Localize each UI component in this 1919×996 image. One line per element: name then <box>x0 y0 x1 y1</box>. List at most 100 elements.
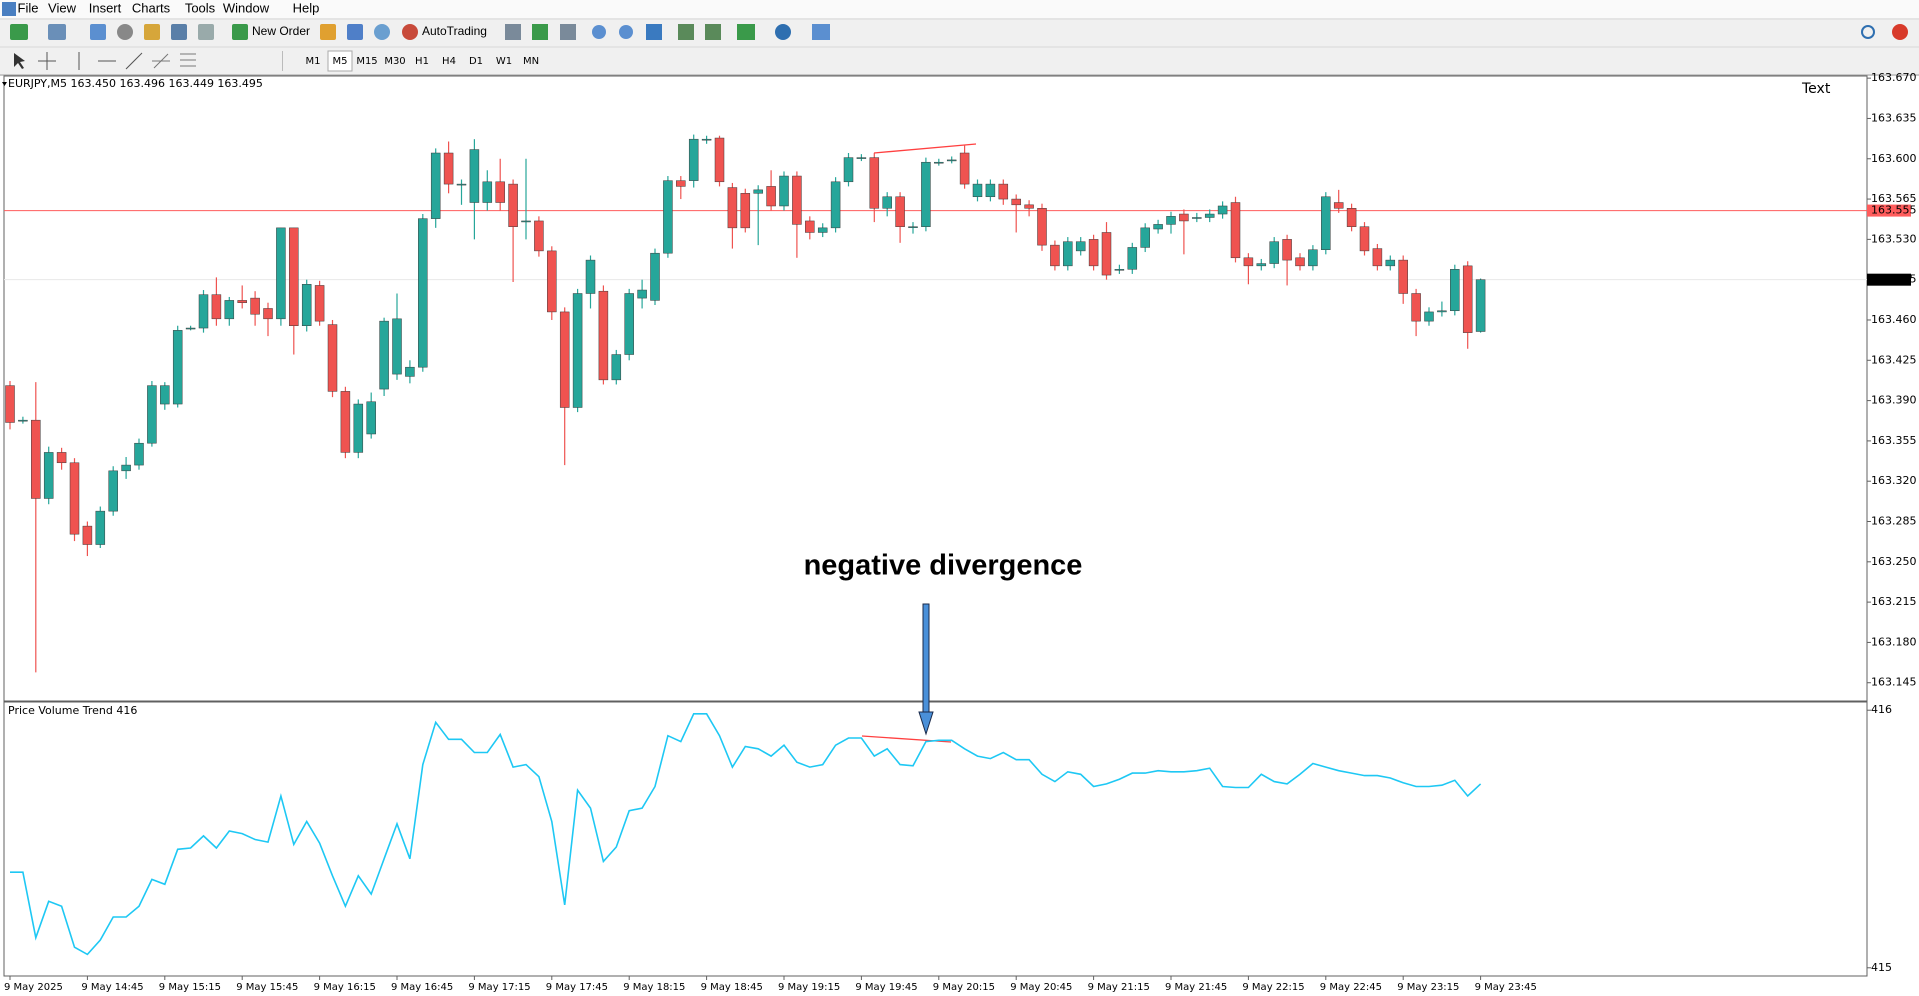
candle-body <box>908 226 918 228</box>
candle-body <box>1256 263 1267 267</box>
menu-item[interactable]: File <box>18 0 39 15</box>
candle-body <box>921 161 931 227</box>
autoscroll-button[interactable] <box>678 24 694 40</box>
candle-body <box>688 138 699 181</box>
candle-body <box>727 187 738 229</box>
menu-item[interactable]: Help <box>293 0 320 15</box>
candle-body <box>1088 239 1099 267</box>
text-object[interactable]: Text <box>1801 81 1831 97</box>
x-tick-label: 9 May 23:45 <box>1475 982 1537 993</box>
candle-body <box>1475 279 1486 332</box>
notifications-button[interactable] <box>1892 24 1908 40</box>
chart-shift-button[interactable] <box>705 24 721 40</box>
menu-item[interactable]: Window <box>223 0 270 15</box>
candle-body <box>1192 217 1202 219</box>
x-tick-label: 9 May 14:45 <box>81 982 143 993</box>
x-tick-label: 9 May 22:45 <box>1320 982 1382 993</box>
periods-button[interactable] <box>775 24 791 40</box>
crosshair-button[interactable] <box>38 52 56 70</box>
candle-body <box>714 137 725 183</box>
candle-body <box>198 294 209 329</box>
candle-body <box>572 293 583 408</box>
market-watch-button[interactable] <box>90 24 106 40</box>
zoom-out-button[interactable] <box>619 25 633 39</box>
channel-button[interactable] <box>180 53 196 67</box>
candle-body <box>56 452 67 464</box>
candle-body <box>1127 247 1138 270</box>
candle-body <box>856 157 867 159</box>
candle-body <box>882 196 892 209</box>
x-tick-label: 9 May 20:45 <box>1010 982 1072 993</box>
y-tick-label: 163.355 <box>1871 434 1917 447</box>
menu-item[interactable]: Tools <box>185 0 216 15</box>
line-chart-button[interactable] <box>560 24 576 40</box>
navigator-button[interactable] <box>144 24 160 40</box>
fibo-button[interactable] <box>152 53 170 69</box>
profiles-button[interactable] <box>48 24 66 40</box>
y-tick-label: 163.460 <box>1871 313 1917 326</box>
autotrading-button[interactable]: AutoTrading <box>422 24 487 38</box>
candle-body <box>676 180 686 187</box>
timeframe-button[interactable]: H4 <box>442 56 456 67</box>
candle-body <box>1424 311 1434 322</box>
x-tick-label: 9 May 15:15 <box>159 982 221 993</box>
candle-body <box>353 403 364 453</box>
new-chart-button[interactable] <box>10 24 28 40</box>
new-order-icon <box>232 24 248 40</box>
candle-body <box>521 220 531 223</box>
signals-button[interactable] <box>347 24 363 40</box>
menu-item[interactable]: Insert <box>89 0 122 15</box>
terminal-button[interactable] <box>171 24 187 40</box>
candle-body <box>1075 241 1086 252</box>
metaeditor-button[interactable] <box>320 24 336 40</box>
current-price-label: 163.495 <box>1871 273 1917 286</box>
candle-body <box>430 152 441 219</box>
new-order-button[interactable]: New Order <box>252 24 310 38</box>
candle-body <box>946 159 957 162</box>
level-label-box <box>1867 204 1911 217</box>
timeframe-button[interactable]: M5 <box>333 56 348 67</box>
cursor-button[interactable] <box>14 53 25 69</box>
candle-body <box>508 183 518 227</box>
pvt-line <box>10 713 1482 956</box>
candle-body <box>289 227 299 326</box>
arrow <box>918 603 934 736</box>
timeframe-button[interactable]: M30 <box>384 56 405 67</box>
candle-body <box>495 181 505 203</box>
timeframe-button[interactable]: M15 <box>356 56 377 67</box>
candle-body <box>211 294 222 320</box>
menu-item[interactable]: View <box>48 0 77 15</box>
search-button[interactable] <box>1861 25 1875 39</box>
candle-body <box>843 157 854 183</box>
menu-item[interactable]: Charts <box>132 0 171 15</box>
candle-body <box>830 181 841 229</box>
y-tick-label: 163.390 <box>1871 394 1917 407</box>
candle-body <box>69 462 80 535</box>
timeframe-button[interactable]: H1 <box>415 56 429 67</box>
timeframe-button[interactable]: M1 <box>306 56 321 67</box>
tester-button[interactable] <box>198 24 214 40</box>
tile-button[interactable] <box>646 24 662 40</box>
candle-body <box>753 189 763 194</box>
trendline-button[interactable] <box>125 52 143 70</box>
bar-chart-button[interactable] <box>505 24 521 40</box>
candle-body <box>1346 208 1357 227</box>
timeframe-button[interactable]: D1 <box>469 56 483 67</box>
x-tick-label: 9 May 15:45 <box>236 982 298 993</box>
candle-chart-button[interactable] <box>532 24 548 40</box>
data-window-button[interactable] <box>117 24 133 40</box>
x-tick-label: 9 May 23:15 <box>1397 982 1459 993</box>
timeframe-button[interactable]: W1 <box>496 56 512 67</box>
y-tick-label: 163.600 <box>1871 152 1917 165</box>
timeframe-button[interactable]: MN <box>523 56 539 67</box>
x-tick-label: 9 May 18:15 <box>623 982 685 993</box>
candle-body <box>792 175 802 225</box>
x-tick-label: 9 May 21:15 <box>1088 982 1150 993</box>
indicators-button[interactable] <box>737 24 755 40</box>
zoom-in-button[interactable] <box>592 25 606 39</box>
market-button[interactable] <box>374 24 390 40</box>
candle-body <box>650 252 660 301</box>
templates-button[interactable] <box>812 24 830 40</box>
chart-frame <box>3 75 1868 977</box>
